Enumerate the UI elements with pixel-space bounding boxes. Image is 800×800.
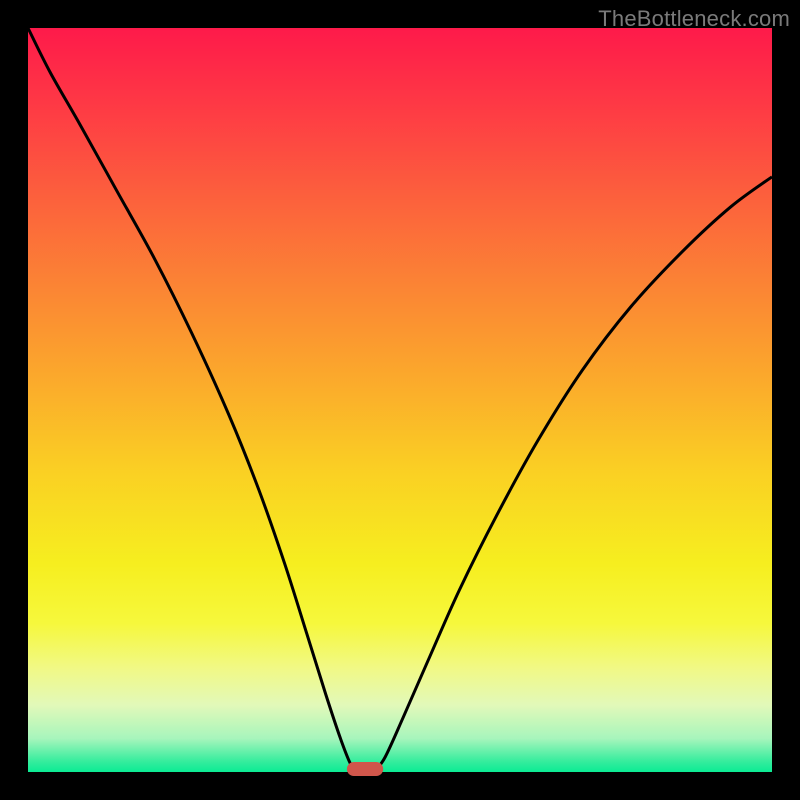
bottleneck-chart <box>0 0 800 800</box>
watermark-text: TheBottleneck.com <box>598 6 790 32</box>
chart-container: TheBottleneck.com <box>0 0 800 800</box>
plot-background <box>28 28 772 772</box>
